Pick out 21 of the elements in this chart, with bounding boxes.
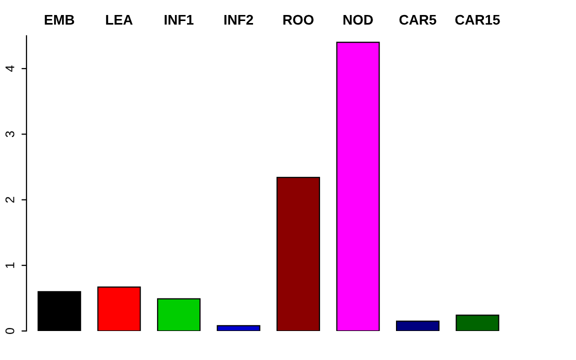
x-tick-label: INF1	[164, 15, 194, 25]
y-tick-label: 1	[6, 262, 14, 268]
y-tick-label: 4	[6, 65, 14, 72]
bar	[456, 314, 500, 331]
x-tick-label: CAR15	[455, 14, 500, 25]
bar	[276, 176, 320, 331]
bar	[216, 325, 260, 331]
x-tick-label: EMB	[44, 15, 74, 25]
bar	[396, 320, 440, 331]
y-tick-label: 3	[5, 131, 14, 138]
bar	[38, 291, 82, 331]
x-tick-label: LEA	[106, 15, 133, 25]
y-tick-label: 0	[5, 328, 14, 334]
x-tick-label: ROO	[283, 14, 314, 25]
y-tick-label: 2	[5, 196, 14, 203]
x-tick-label: CAR5	[399, 14, 436, 25]
x-tick-label: NOD	[344, 14, 373, 25]
x-tick-label: INF2	[224, 14, 254, 25]
bar	[157, 298, 201, 331]
bar	[336, 42, 380, 331]
bar	[97, 286, 141, 331]
